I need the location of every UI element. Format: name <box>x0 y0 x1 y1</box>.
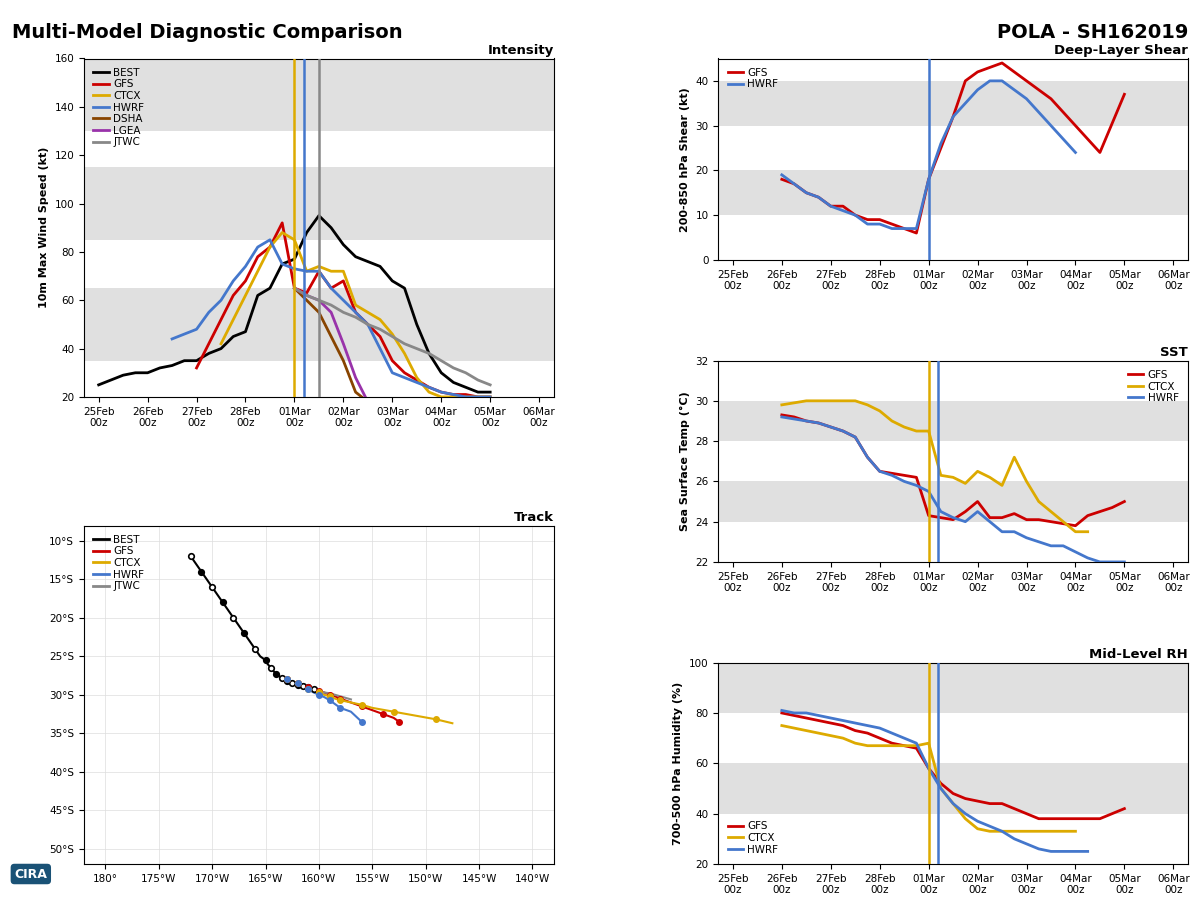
Legend: GFS, CTCX, HWRF: GFS, CTCX, HWRF <box>1123 365 1183 407</box>
Bar <box>719 400 1188 441</box>
Text: SST: SST <box>1160 346 1188 359</box>
Text: Multi-Model Diagnostic Comparison: Multi-Model Diagnostic Comparison <box>12 22 403 41</box>
Bar <box>84 288 553 361</box>
Text: Mid-Level RH: Mid-Level RH <box>1090 649 1188 662</box>
Legend: BEST, GFS, CTCX, HWRF, DSHA, LGEA, JTWC: BEST, GFS, CTCX, HWRF, DSHA, LGEA, JTWC <box>89 64 149 151</box>
Bar <box>84 58 553 131</box>
Bar <box>84 167 553 239</box>
Y-axis label: 700-500 hPa Humidity (%): 700-500 hPa Humidity (%) <box>673 681 683 845</box>
Y-axis label: Sea Surface Temp (°C): Sea Surface Temp (°C) <box>679 392 690 531</box>
Bar <box>719 662 1188 713</box>
Bar <box>719 81 1188 126</box>
Text: Deep-Layer Shear: Deep-Layer Shear <box>1054 44 1188 58</box>
Text: CIRA: CIRA <box>14 868 47 880</box>
Text: POLA - SH162019: POLA - SH162019 <box>997 22 1188 41</box>
Text: Intensity: Intensity <box>487 44 553 58</box>
Legend: GFS, CTCX, HWRF: GFS, CTCX, HWRF <box>724 817 782 859</box>
Legend: GFS, HWRF: GFS, HWRF <box>724 64 782 94</box>
Bar <box>719 482 1188 522</box>
Text: Track: Track <box>514 511 553 525</box>
Y-axis label: 200-850 hPa Shear (kt): 200-850 hPa Shear (kt) <box>680 86 690 231</box>
Bar <box>719 170 1188 215</box>
Bar <box>719 763 1188 814</box>
Y-axis label: 10m Max Wind Speed (kt): 10m Max Wind Speed (kt) <box>38 147 49 309</box>
Legend: BEST, GFS, CTCX, HWRF, JTWC: BEST, GFS, CTCX, HWRF, JTWC <box>89 531 149 595</box>
